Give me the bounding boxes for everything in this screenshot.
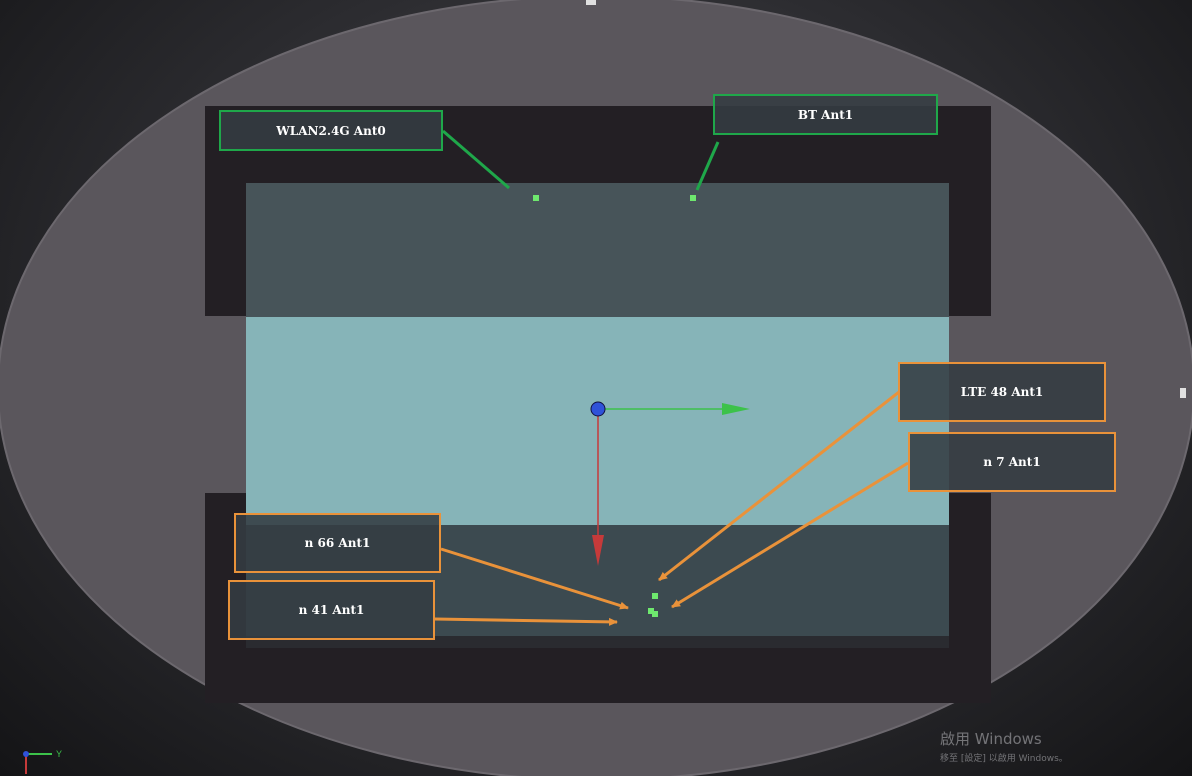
- n66-leader-line: [440, 547, 629, 610]
- label-n66-ant1: n 66 Ant1: [234, 513, 441, 573]
- lte48-feed-point[interactable]: [652, 593, 658, 599]
- label-n41-ant1: n 41 Ant1: [228, 580, 435, 640]
- label-n7-ant1-text: n 7 Ant1: [983, 455, 1041, 469]
- bt-leader-line: [695, 141, 720, 191]
- n7-leader-line: [671, 461, 909, 609]
- n66-feed-point[interactable]: [652, 611, 658, 617]
- axis-triad: Y: [23, 749, 62, 774]
- wlan-leader-line: [442, 129, 510, 190]
- watermark-title: 啟用 Windows: [940, 730, 1042, 748]
- gizmo-x-arrow[interactable]: [722, 403, 750, 415]
- lte48-leader-line: [658, 390, 900, 582]
- label-lte48-ant1: LTE 48 Ant1: [898, 362, 1106, 422]
- label-wlan-ant0-text: WLAN2.4G Ant0: [276, 123, 386, 138]
- label-n66-ant1-text: n 66 Ant1: [304, 536, 371, 550]
- wlan-feed-point[interactable]: [533, 195, 539, 201]
- label-n7-ant1: n 7 Ant1: [908, 432, 1116, 492]
- windows-activation-watermark: 啟用 Windows 移至 [設定] 以啟用 Windows。: [940, 728, 1068, 764]
- top-handle[interactable]: [586, 0, 596, 5]
- axis-triad-y-label: Y: [56, 749, 62, 759]
- n7-feed-point[interactable]: [648, 608, 654, 614]
- board-slate-top: [246, 183, 949, 317]
- bt-feed-point[interactable]: [690, 195, 696, 201]
- gizmo-y-arrow[interactable]: [592, 535, 604, 566]
- watermark-subtitle: 移至 [設定] 以啟用 Windows。: [940, 754, 1068, 764]
- label-lte48-ant1-text: LTE 48 Ant1: [960, 385, 1044, 399]
- gizmo-origin[interactable]: [590, 401, 606, 417]
- label-bt-ant1: BT Ant1: [713, 94, 938, 135]
- right-handle[interactable]: [1180, 388, 1186, 398]
- label-bt-ant1-text: BT Ant1: [797, 108, 854, 122]
- label-wlan-ant0: WLAN2.4G Ant0: [219, 110, 443, 151]
- n41-leader-line: [434, 617, 618, 626]
- label-n41-ant1-text: n 41 Ant1: [298, 603, 365, 617]
